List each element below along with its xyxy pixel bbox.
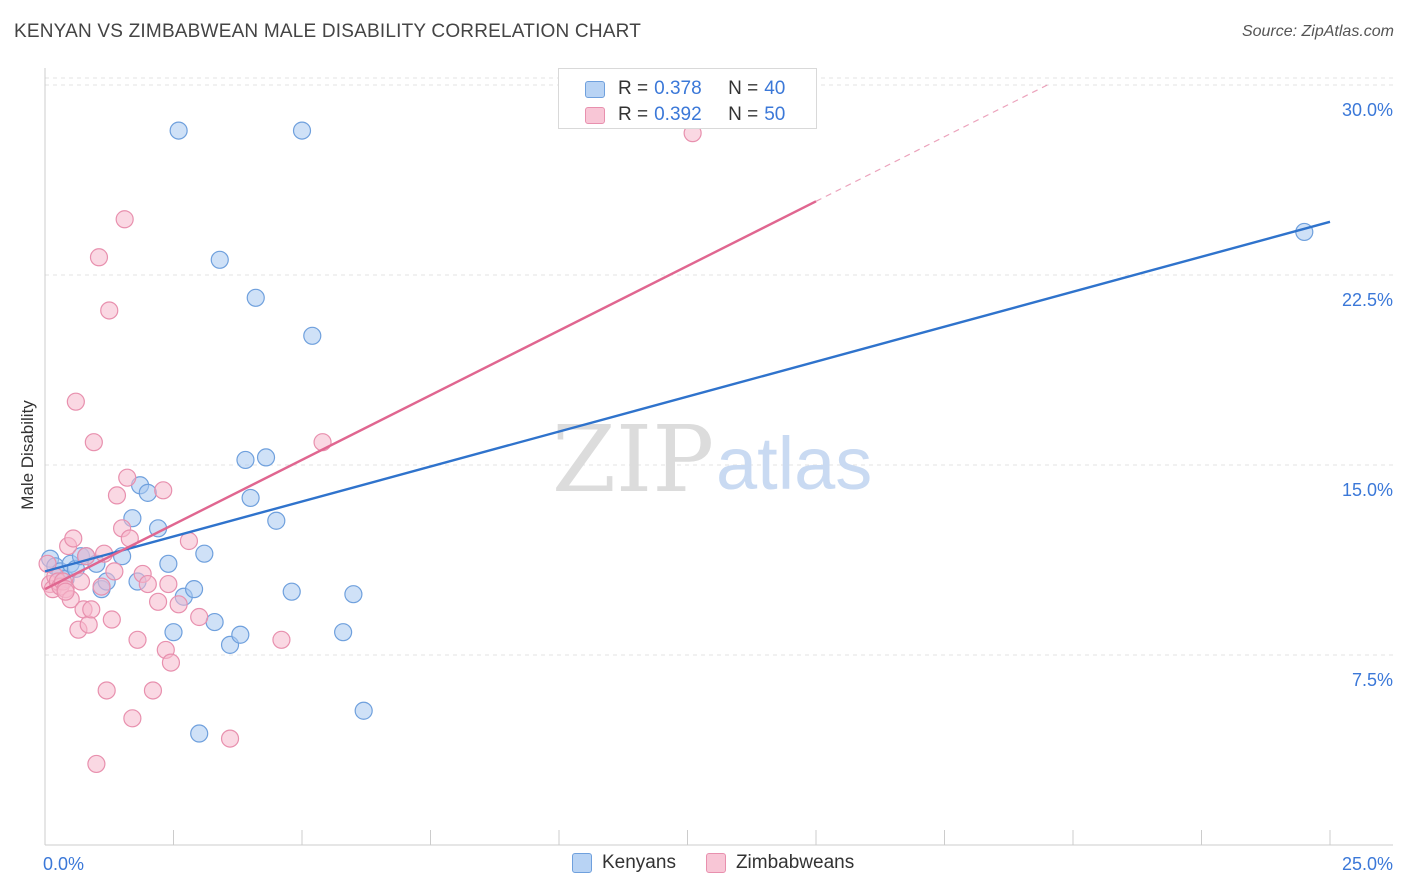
kenyan-point xyxy=(303,326,322,345)
x-tick-label: 25.0% xyxy=(1342,854,1393,874)
legend-row-zimbabweans: R = 0.392 N = 50 xyxy=(585,104,785,126)
zimbabwean-point xyxy=(123,709,142,728)
zimbabwean-point xyxy=(313,433,332,452)
zimbabwean-point xyxy=(100,301,119,320)
series-legend: Kenyans Zimbabweans xyxy=(572,852,884,874)
kenyans-swatch xyxy=(585,80,605,98)
r-value: 0.378 xyxy=(654,78,702,99)
legend-item-kenyans[interactable]: Kenyans xyxy=(572,852,676,874)
kenyan-point xyxy=(256,448,276,467)
zimbabwean-point xyxy=(38,554,57,573)
kenyan-point xyxy=(246,288,265,307)
zimbabwean-point xyxy=(115,210,134,229)
zimbabwean-point xyxy=(154,481,173,500)
watermark-zip: ZIP xyxy=(552,406,714,513)
zimbabwean-point xyxy=(64,529,83,548)
tick-label-layer: 7.5% 15.0% 22.5% 30.0% 0.0% 25.0% xyxy=(43,100,1393,874)
zimbabwean-point xyxy=(107,486,127,505)
n-label: N = xyxy=(728,78,759,99)
source-label: Source: ZipAtlas.com xyxy=(1241,23,1394,40)
kenyan-point xyxy=(195,544,214,563)
n-value: 50 xyxy=(764,104,786,125)
n-value: 40 xyxy=(764,78,786,99)
kenyan-point xyxy=(210,250,229,269)
zimbabwean-point xyxy=(71,572,91,591)
points-layer xyxy=(38,121,1314,774)
r-label: R = xyxy=(618,104,649,125)
zimbabwean-point xyxy=(87,754,106,774)
kenyan-point xyxy=(138,483,157,502)
n-label: N = xyxy=(728,104,759,125)
trend-layer xyxy=(44,84,1331,591)
zimbabwean-point xyxy=(190,607,209,627)
kenyan-point xyxy=(282,582,301,601)
zimbabweans-trend-line xyxy=(44,200,817,591)
grid-layer xyxy=(45,77,1393,656)
zimbabwean-point xyxy=(220,729,240,748)
kenyan-point xyxy=(241,488,260,508)
zimbabwean-point xyxy=(128,630,147,649)
y-tick-label: 22.5% xyxy=(1342,290,1393,310)
kenyans-trend-line xyxy=(44,220,1331,573)
zimbabwean-point xyxy=(159,574,178,594)
zimbabwean-point xyxy=(82,600,101,619)
zimbabwean-point xyxy=(272,630,291,649)
kenyan-point xyxy=(169,121,188,140)
kenyan-point xyxy=(354,701,373,720)
y-tick-label: 15.0% xyxy=(1342,480,1393,500)
kenyan-point xyxy=(159,554,178,573)
kenyan-point xyxy=(267,511,286,530)
zimbabwean-point xyxy=(161,653,181,672)
zimbabwean-point xyxy=(138,574,157,594)
kenyan-point xyxy=(190,724,209,743)
zimbabweans-swatch xyxy=(705,853,726,873)
kenyan-point xyxy=(334,623,353,642)
chart-title: KENYAN VS ZIMBABWEAN MALE DISABILITY COR… xyxy=(14,21,642,42)
zimbabwean-point xyxy=(97,681,116,700)
legend-item-zimbabweans[interactable]: Zimbabweans xyxy=(705,852,855,874)
watermark: ZIP atlas xyxy=(552,406,872,513)
zimbabweans-trend-extension xyxy=(815,84,1048,202)
y-tick-label: 30.0% xyxy=(1342,100,1393,120)
zimbabwean-point xyxy=(102,610,121,629)
x-tick-label: 0.0% xyxy=(43,854,84,874)
r-label: R = xyxy=(618,78,649,99)
zimbabwean-point xyxy=(56,582,75,601)
zimbabwean-point xyxy=(89,248,109,267)
kenyan-point xyxy=(205,612,224,632)
zimbabwean-point xyxy=(105,562,124,581)
kenyan-point xyxy=(164,623,183,642)
zimbabwean-point xyxy=(79,615,98,634)
y-tick-label: 7.5% xyxy=(1352,670,1393,690)
zimbabwean-point xyxy=(143,681,163,700)
correlation-legend: R = 0.378 N = 40 R = 0.392 N = 50 xyxy=(558,68,817,129)
kenyans-swatch xyxy=(572,853,592,873)
kenyan-point xyxy=(231,625,250,644)
zimbabwean-point xyxy=(118,468,137,487)
zimbabwean-point xyxy=(66,392,85,411)
kenyan-point xyxy=(236,450,255,470)
r-value: 0.392 xyxy=(654,104,702,125)
legend-row-kenyans: R = 0.378 N = 40 xyxy=(585,78,785,100)
legend-label-zimbabweans: Zimbabweans xyxy=(735,852,855,873)
zimbabwean-point xyxy=(84,433,103,452)
axis-layer xyxy=(44,68,1393,846)
legend-label-kenyans: Kenyans xyxy=(602,852,676,873)
zimbabweans-swatch xyxy=(585,106,605,124)
zimbabwean-point xyxy=(92,577,111,596)
kenyan-point xyxy=(292,121,312,140)
watermark-atlas: atlas xyxy=(716,422,872,505)
zimbabwean-point xyxy=(169,595,188,614)
zimbabwean-point xyxy=(148,592,168,611)
kenyan-point xyxy=(344,585,363,604)
kenyan-point xyxy=(184,580,204,599)
